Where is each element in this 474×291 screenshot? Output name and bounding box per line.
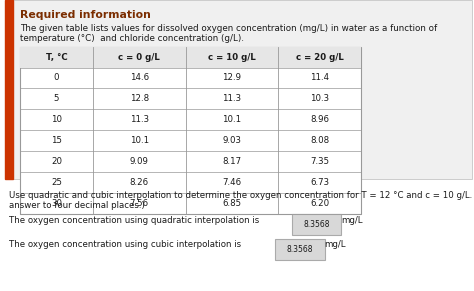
Bar xyxy=(20,47,361,68)
Text: 6.20: 6.20 xyxy=(310,199,329,208)
FancyBboxPatch shape xyxy=(5,0,472,179)
Bar xyxy=(5,0,13,179)
Text: 25: 25 xyxy=(51,178,62,187)
Text: 8.26: 8.26 xyxy=(130,178,149,187)
Text: temperature (°C)  and chloride concentration (g/L).: temperature (°C) and chloride concentrat… xyxy=(20,34,244,43)
Text: The oxygen concentration using quadratic interpolation is: The oxygen concentration using quadratic… xyxy=(9,216,259,225)
Text: 12.8: 12.8 xyxy=(130,95,149,103)
Text: 10: 10 xyxy=(51,116,62,124)
Text: 6.85: 6.85 xyxy=(222,199,242,208)
Text: 8.3568: 8.3568 xyxy=(287,245,313,253)
Text: 9.09: 9.09 xyxy=(130,157,149,166)
Text: The given table lists values for dissolved oxygen concentration (mg/L) in water : The given table lists values for dissolv… xyxy=(20,24,437,33)
Text: answer to four decimal places.): answer to four decimal places.) xyxy=(9,201,144,210)
Text: The oxygen concentration using cubic interpolation is: The oxygen concentration using cubic int… xyxy=(9,240,241,249)
Text: 11.4: 11.4 xyxy=(310,74,329,82)
Text: 10.1: 10.1 xyxy=(222,116,242,124)
Text: 14.6: 14.6 xyxy=(130,74,149,82)
Text: 8.3568: 8.3568 xyxy=(303,221,329,229)
Text: 7.46: 7.46 xyxy=(222,178,242,187)
Text: c = 10 g/L: c = 10 g/L xyxy=(208,53,256,61)
Text: 10.3: 10.3 xyxy=(310,95,329,103)
FancyBboxPatch shape xyxy=(292,214,341,235)
Text: c = 20 g/L: c = 20 g/L xyxy=(296,53,344,61)
Bar xyxy=(20,47,361,214)
Text: c = 0 g/L: c = 0 g/L xyxy=(118,53,160,61)
Text: 9.03: 9.03 xyxy=(222,136,241,145)
Text: 7.35: 7.35 xyxy=(310,157,329,166)
Text: 6.73: 6.73 xyxy=(310,178,329,187)
Text: 30: 30 xyxy=(51,199,62,208)
Text: 15: 15 xyxy=(51,136,62,145)
Text: 20: 20 xyxy=(51,157,62,166)
Text: T, °C: T, °C xyxy=(46,53,67,61)
Text: 5: 5 xyxy=(54,95,59,103)
Text: 8.08: 8.08 xyxy=(310,136,329,145)
Text: 8.96: 8.96 xyxy=(310,116,329,124)
Text: 10.1: 10.1 xyxy=(130,136,149,145)
FancyBboxPatch shape xyxy=(275,239,325,260)
Text: mg/L: mg/L xyxy=(341,216,363,225)
Text: 8.17: 8.17 xyxy=(222,157,242,166)
Text: 11.3: 11.3 xyxy=(222,95,242,103)
Text: 11.3: 11.3 xyxy=(130,116,149,124)
Text: Required information: Required information xyxy=(20,10,151,20)
Text: 12.9: 12.9 xyxy=(222,74,241,82)
Text: mg/L: mg/L xyxy=(325,240,346,249)
Text: Use quadratic and cubic interpolation to determine the oxygen concentration for : Use quadratic and cubic interpolation to… xyxy=(9,191,474,200)
Text: 7.56: 7.56 xyxy=(130,199,149,208)
Text: 0: 0 xyxy=(54,74,59,82)
